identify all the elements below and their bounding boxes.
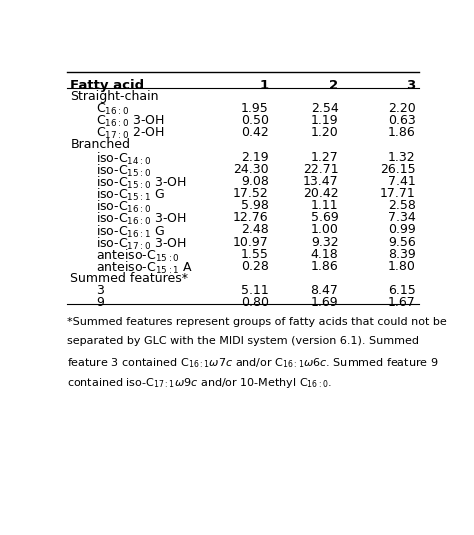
Text: 3: 3 [96, 284, 104, 297]
Text: 5.69: 5.69 [310, 211, 338, 224]
Text: *Summed features represent groups of fatty acids that could not be: *Summed features represent groups of fat… [66, 317, 447, 326]
Text: 9.32: 9.32 [311, 235, 338, 249]
Text: 1.86: 1.86 [310, 260, 338, 273]
Text: iso-C$_{16:0}$: iso-C$_{16:0}$ [96, 199, 152, 215]
Text: 26.15: 26.15 [380, 163, 416, 175]
Text: feature 3 contained C$_{16:1}$$\omega$7$c$ and/or C$_{16:1}$$\omega$6$c$. Summed: feature 3 contained C$_{16:1}$$\omega$7$… [66, 356, 438, 370]
Text: 0.28: 0.28 [241, 260, 269, 273]
Text: 2: 2 [329, 79, 338, 91]
Text: 13.47: 13.47 [303, 175, 338, 188]
Text: Summed features*: Summed features* [70, 272, 188, 285]
Text: 1.20: 1.20 [310, 126, 338, 139]
Text: anteiso-C$_{15:1}$ A: anteiso-C$_{15:1}$ A [96, 260, 193, 276]
Text: 1: 1 [259, 79, 269, 91]
Text: 1.55: 1.55 [241, 248, 269, 261]
Text: 4.18: 4.18 [310, 248, 338, 261]
Text: iso-C$_{15:1}$ G: iso-C$_{15:1}$ G [96, 187, 165, 203]
Text: anteiso-C$_{15:0}$: anteiso-C$_{15:0}$ [96, 248, 180, 264]
Text: 1.19: 1.19 [311, 114, 338, 127]
Text: 1.80: 1.80 [388, 260, 416, 273]
Text: C$_{17:0}$ 2-OH: C$_{17:0}$ 2-OH [96, 126, 164, 141]
Text: 9: 9 [96, 296, 104, 309]
Text: 1.00: 1.00 [310, 224, 338, 236]
Text: 3: 3 [406, 79, 416, 91]
Text: 10.97: 10.97 [233, 235, 269, 249]
Text: 6.15: 6.15 [388, 284, 416, 297]
Text: separated by GLC with the MIDI system (version 6.1). Summed: separated by GLC with the MIDI system (v… [66, 337, 419, 346]
Text: 2.19: 2.19 [241, 150, 269, 164]
Text: 0.99: 0.99 [388, 224, 416, 236]
Text: iso-C$_{14:0}$: iso-C$_{14:0}$ [96, 150, 152, 166]
Text: Branched: Branched [70, 139, 130, 151]
Text: 2.54: 2.54 [310, 102, 338, 115]
Text: 2.48: 2.48 [241, 224, 269, 236]
Text: 2.20: 2.20 [388, 102, 416, 115]
Text: 5.98: 5.98 [241, 199, 269, 212]
Text: 0.63: 0.63 [388, 114, 416, 127]
Text: 22.71: 22.71 [303, 163, 338, 175]
Text: 5.11: 5.11 [241, 284, 269, 297]
Text: 20.42: 20.42 [303, 187, 338, 200]
Text: iso-C$_{16:1}$ G: iso-C$_{16:1}$ G [96, 224, 165, 240]
Text: C$_{16:0}$: C$_{16:0}$ [96, 102, 129, 117]
Text: 1.11: 1.11 [311, 199, 338, 212]
Text: 0.42: 0.42 [241, 126, 269, 139]
Text: Straight-chain: Straight-chain [70, 90, 159, 103]
Text: 8.47: 8.47 [310, 284, 338, 297]
Text: 1.69: 1.69 [311, 296, 338, 309]
Text: 1.27: 1.27 [310, 150, 338, 164]
Text: 0.50: 0.50 [241, 114, 269, 127]
Text: 1.95: 1.95 [241, 102, 269, 115]
Text: 9.56: 9.56 [388, 235, 416, 249]
Text: iso-C$_{16:0}$ 3-OH: iso-C$_{16:0}$ 3-OH [96, 211, 187, 227]
Text: 7.34: 7.34 [388, 211, 416, 224]
Text: iso-C$_{15:0}$ 3-OH: iso-C$_{15:0}$ 3-OH [96, 175, 187, 191]
Text: 9.08: 9.08 [241, 175, 269, 188]
Text: 1.67: 1.67 [388, 296, 416, 309]
Text: 1.86: 1.86 [388, 126, 416, 139]
Text: C$_{16:0}$ 3-OH: C$_{16:0}$ 3-OH [96, 114, 164, 129]
Text: iso-C$_{15:0}$: iso-C$_{15:0}$ [96, 163, 152, 179]
Text: 17.71: 17.71 [380, 187, 416, 200]
Text: 0.80: 0.80 [241, 296, 269, 309]
Text: Fatty acid: Fatty acid [70, 79, 145, 91]
Text: iso-C$_{17:0}$ 3-OH: iso-C$_{17:0}$ 3-OH [96, 235, 187, 251]
Text: 2.58: 2.58 [388, 199, 416, 212]
Text: 12.76: 12.76 [233, 211, 269, 224]
Text: 24.30: 24.30 [233, 163, 269, 175]
Text: 17.52: 17.52 [233, 187, 269, 200]
Text: 8.39: 8.39 [388, 248, 416, 261]
Text: 7.41: 7.41 [388, 175, 416, 188]
Text: contained iso-C$_{17:1}$$\omega$9$c$ and/or 10-Methyl C$_{16:0}$.: contained iso-C$_{17:1}$$\omega$9$c$ and… [66, 376, 332, 390]
Text: 1.32: 1.32 [388, 150, 416, 164]
